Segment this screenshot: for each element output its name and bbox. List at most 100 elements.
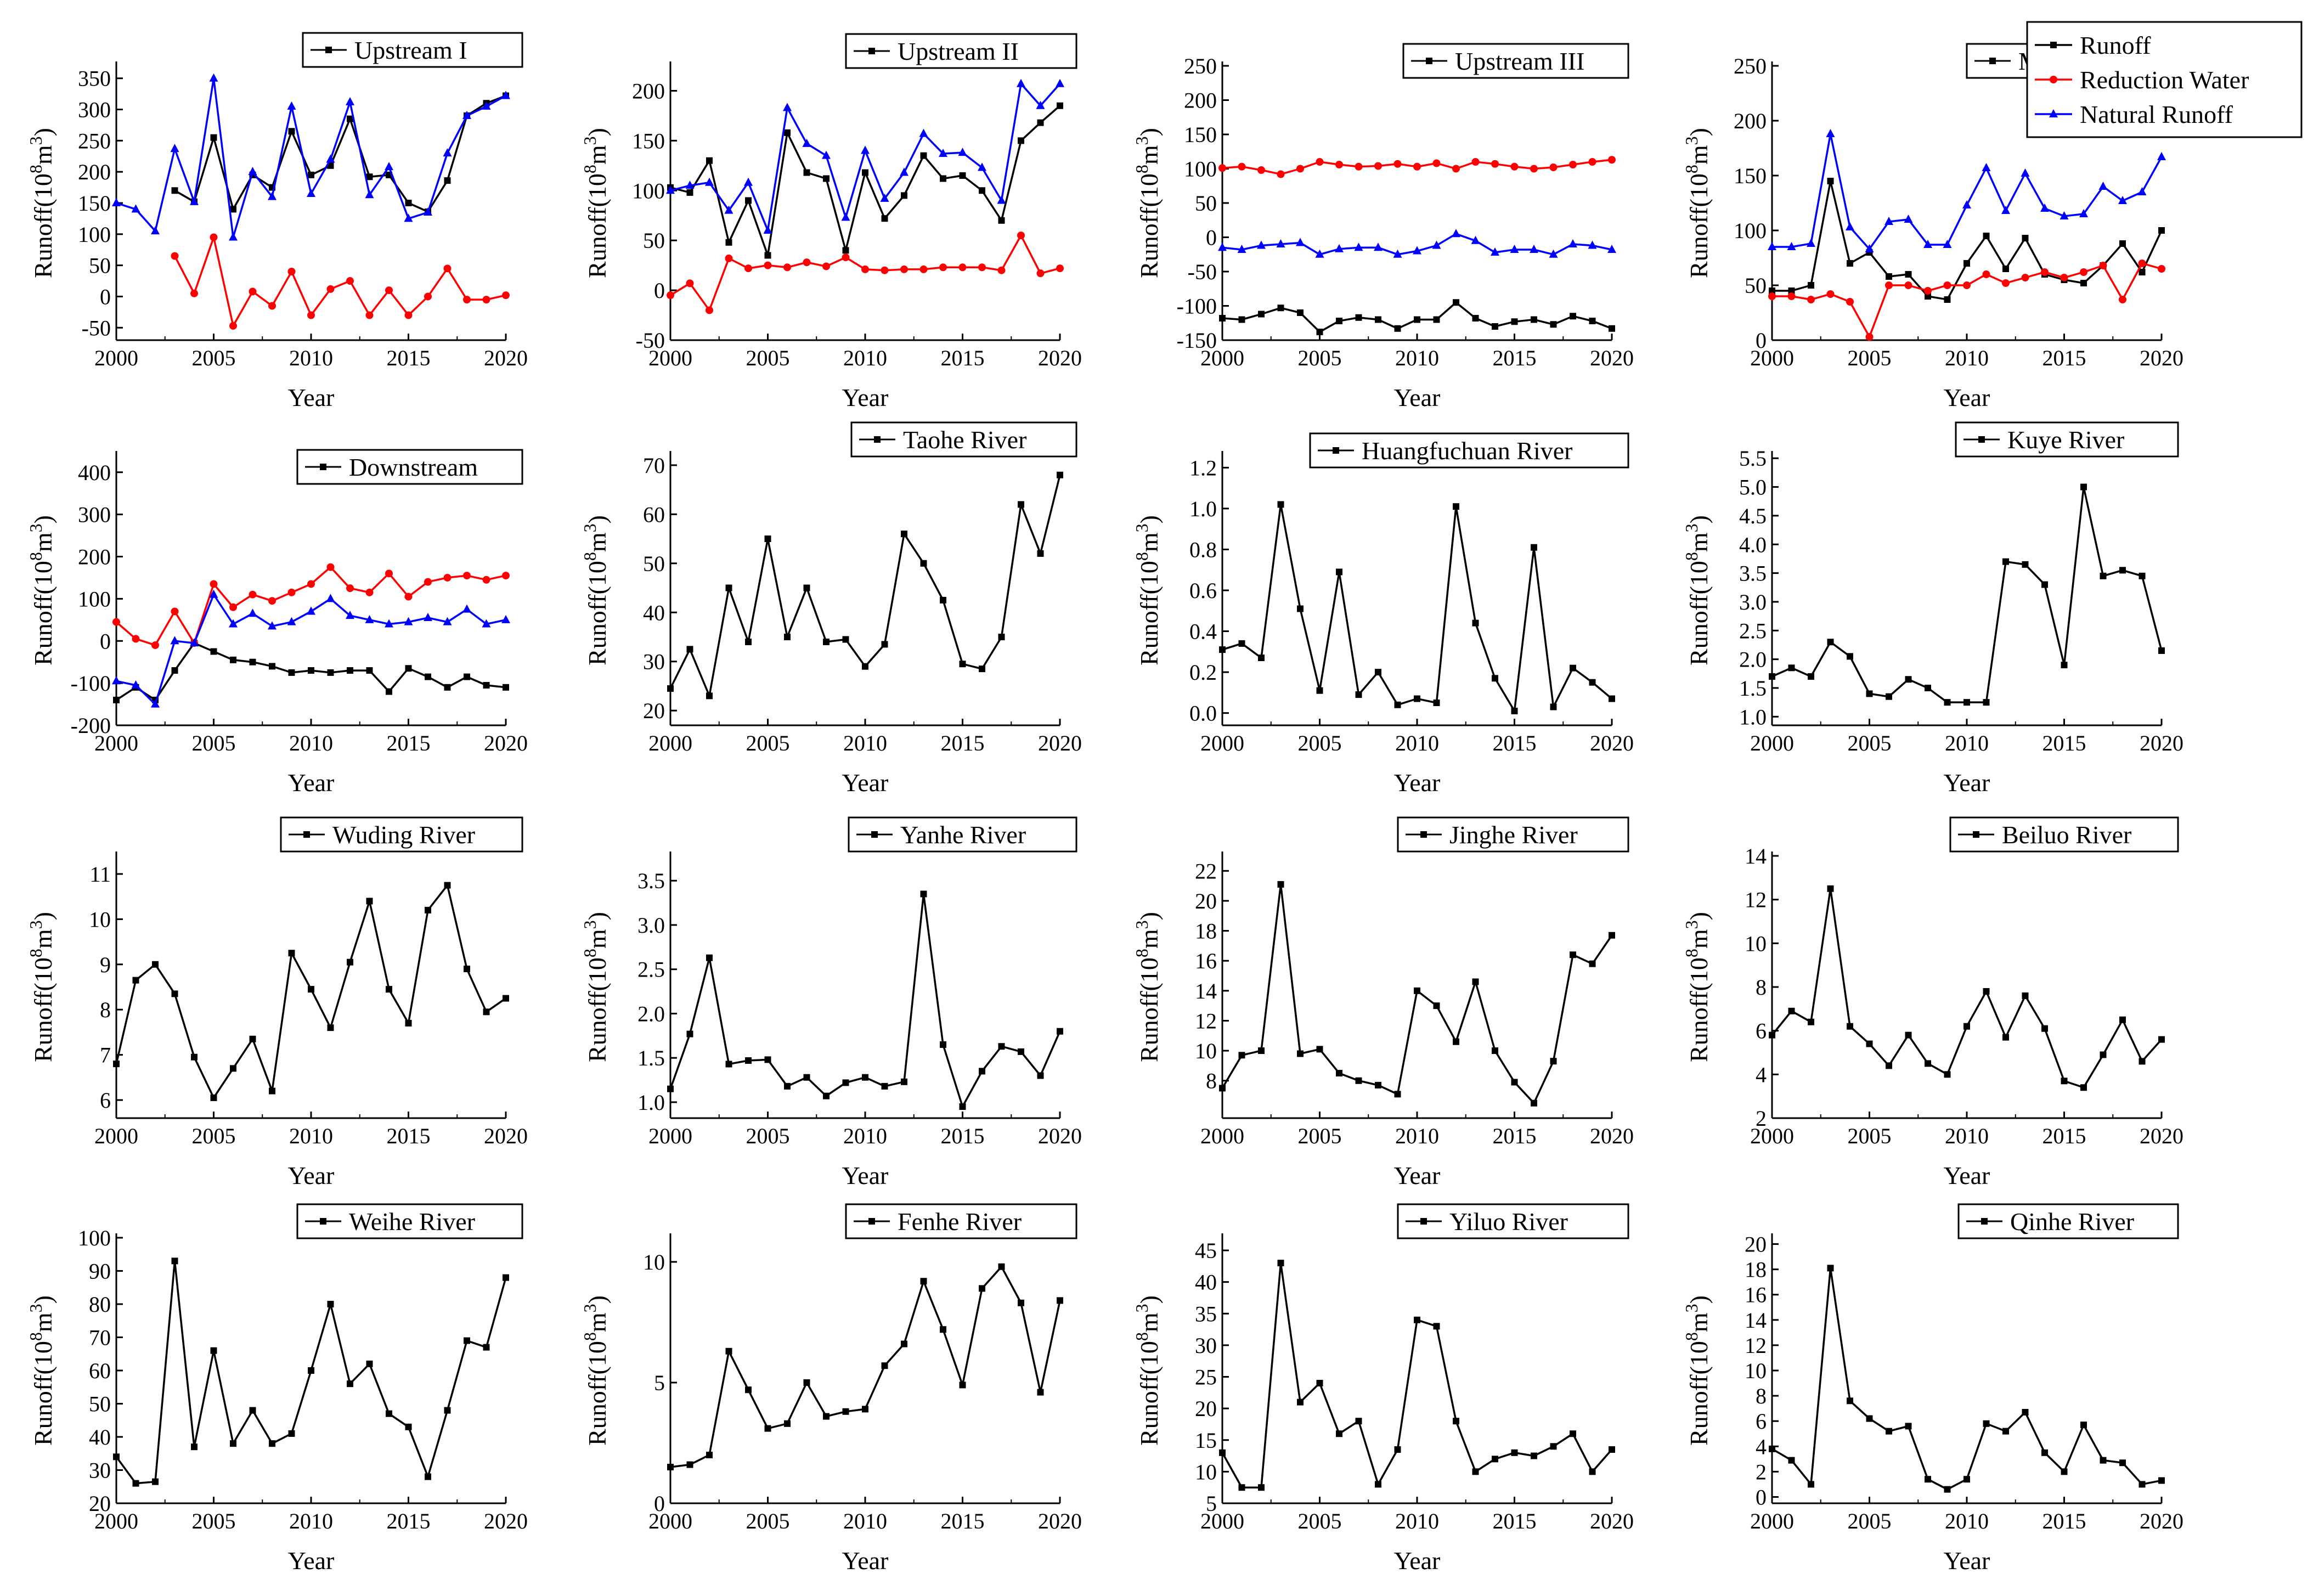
y-tick-label: 0.4: [1189, 619, 1217, 644]
data-point: [404, 213, 413, 222]
data-point: [113, 696, 120, 703]
y-axis-title: Runoff(108m3): [580, 515, 611, 666]
data-point: [705, 177, 714, 186]
y-axis-title: Runoff(108m3): [1132, 515, 1163, 666]
data-point: [2001, 206, 2010, 214]
data-point: [249, 590, 257, 599]
data-point: [1788, 664, 1795, 672]
data-point: [2079, 209, 2088, 217]
data-point: [1453, 1418, 1459, 1425]
x-tick-label: 2005: [746, 1124, 790, 1148]
data-point: [425, 906, 431, 913]
data-point: [1808, 1018, 1814, 1025]
x-tick-label: 2020: [1038, 1124, 1082, 1148]
data-point: [1375, 316, 1381, 323]
y-axis-title: Runoff(108m3): [26, 1295, 57, 1446]
series-line: [1221, 1262, 1613, 1488]
data-point: [1335, 161, 1343, 168]
data-point: [686, 189, 693, 196]
data-point: [1433, 700, 1440, 706]
data-point: [249, 1035, 256, 1042]
data-point: [1375, 1081, 1381, 1089]
data-point: [1866, 1415, 1873, 1422]
y-tick-label: -100: [1177, 294, 1217, 319]
data-point: [1768, 292, 1776, 300]
data-point: [190, 638, 199, 647]
data-point: [210, 1347, 217, 1354]
legend-marker: [303, 831, 310, 838]
data-point: [686, 1030, 693, 1037]
data-point: [346, 584, 354, 593]
y-tick-label: 400: [78, 460, 111, 485]
data-point: [1865, 244, 1874, 252]
data-point: [1884, 217, 1893, 225]
x-tick-label: 2015: [1493, 1124, 1537, 1148]
data-point: [803, 258, 811, 267]
x-tick-label: 2015: [2042, 1509, 2086, 1533]
x-tick-label: 2000: [1750, 731, 1794, 755]
data-point: [919, 265, 928, 273]
y-tick-label: 0: [100, 284, 111, 309]
x-tick-label: 2015: [941, 346, 985, 370]
x-axis-title: Year: [1944, 769, 1990, 797]
data-point: [939, 149, 947, 157]
data-point: [706, 692, 713, 700]
data-point: [483, 1008, 490, 1016]
y-tick-label: 5: [1206, 1491, 1217, 1516]
data-point: [1531, 544, 1537, 551]
data-point: [1944, 699, 1951, 706]
x-tick-label: 2015: [387, 1509, 431, 1533]
y-tick-label: 9: [100, 952, 111, 977]
y-tick-label: 1.5: [1739, 676, 1767, 701]
data-point: [424, 207, 432, 216]
x-axis-title: Year: [288, 1161, 335, 1189]
data-point: [1847, 1023, 1853, 1030]
y-tick-label: 10: [1195, 1039, 1217, 1063]
data-point: [1530, 165, 1538, 173]
y-tick-label: 250: [1734, 54, 1767, 78]
data-point: [862, 1406, 868, 1413]
y-tick-label: 200: [78, 160, 111, 184]
shared-legend: Runoff Reduction Water Natural Runoff: [2026, 21, 2303, 138]
data-point: [1018, 501, 1024, 508]
x-tick-label: 2000: [648, 731, 692, 755]
chart-panel: 2000 2005 2010 2015 2020 1.0 1.5 2.0 2.5 3.0 3.5 Ye…: [580, 816, 1082, 1189]
data-point: [170, 144, 179, 153]
data-point: [347, 958, 353, 966]
y-tick-label: 1.0: [637, 1090, 665, 1115]
data-point: [326, 594, 335, 602]
y-tick-label: 50: [89, 253, 111, 278]
data-point: [784, 1420, 791, 1427]
data-point: [1336, 568, 1342, 576]
data-point: [1336, 318, 1342, 324]
data-point: [1472, 978, 1479, 985]
data-point: [1472, 619, 1479, 627]
y-tick-label: 2.5: [1739, 618, 1767, 643]
data-point: [1433, 316, 1440, 323]
data-point: [823, 638, 830, 645]
data-point: [939, 263, 947, 272]
data-point: [2119, 1016, 2126, 1023]
data-point: [308, 986, 314, 993]
data-point: [2119, 567, 2126, 574]
data-point: [706, 157, 713, 164]
data-point: [346, 277, 354, 285]
data-point: [386, 688, 392, 695]
y-tick-label: 90: [89, 1259, 111, 1284]
y-tick-label: 80: [89, 1292, 111, 1317]
data-point: [706, 954, 713, 961]
data-point: [463, 296, 471, 304]
data-point: [113, 1453, 120, 1460]
data-point: [1788, 287, 1795, 294]
y-tick-label: 12: [1745, 1333, 1767, 1358]
chart-panel: 2000 2005 2010 2015 2020 6 7 8 9 10 11 Year Runoff(1…: [26, 816, 528, 1189]
y-tick-label: 2: [1756, 1459, 1767, 1484]
data-point: [919, 128, 928, 137]
y-axis-title: Runoff(108m3): [1682, 515, 1713, 666]
data-point: [1886, 273, 1892, 280]
data-point: [308, 667, 314, 674]
data-point: [248, 608, 257, 617]
legend-marker: [1426, 58, 1432, 64]
data-point: [2118, 196, 2127, 204]
data-point: [1238, 1484, 1245, 1491]
